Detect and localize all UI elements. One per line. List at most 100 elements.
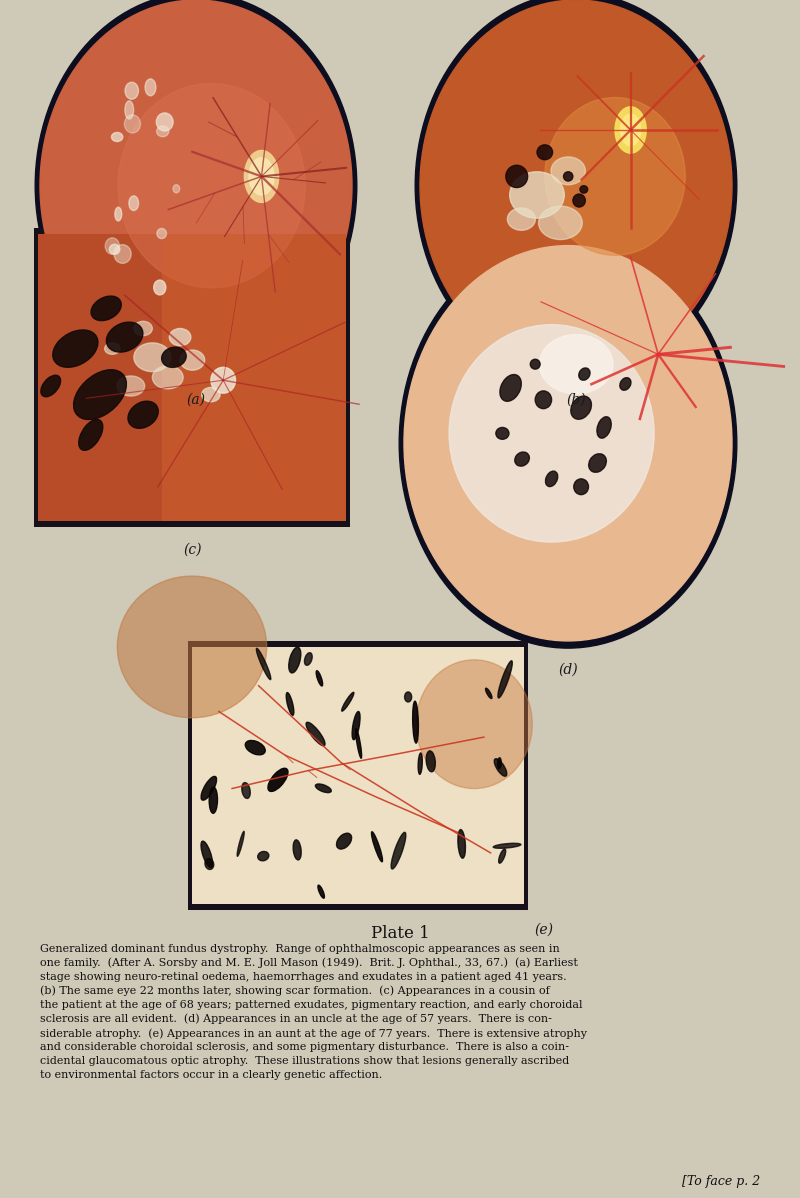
Ellipse shape bbox=[40, 0, 352, 371]
Ellipse shape bbox=[545, 97, 685, 255]
Ellipse shape bbox=[145, 79, 156, 96]
Ellipse shape bbox=[152, 365, 183, 389]
Ellipse shape bbox=[41, 375, 61, 397]
Ellipse shape bbox=[620, 377, 631, 391]
Bar bbox=[192, 647, 524, 904]
Ellipse shape bbox=[498, 661, 512, 698]
Ellipse shape bbox=[117, 376, 145, 397]
Bar bbox=[38, 234, 346, 521]
Ellipse shape bbox=[180, 350, 205, 370]
Ellipse shape bbox=[173, 184, 180, 193]
Ellipse shape bbox=[124, 115, 141, 133]
Ellipse shape bbox=[538, 206, 582, 240]
Ellipse shape bbox=[494, 843, 521, 848]
Ellipse shape bbox=[74, 370, 126, 419]
Ellipse shape bbox=[53, 329, 98, 368]
Ellipse shape bbox=[125, 83, 138, 99]
Text: (a): (a) bbox=[186, 393, 206, 407]
Ellipse shape bbox=[293, 840, 302, 860]
Ellipse shape bbox=[78, 419, 102, 450]
Ellipse shape bbox=[580, 186, 588, 193]
Ellipse shape bbox=[125, 101, 134, 119]
Ellipse shape bbox=[105, 343, 120, 355]
Ellipse shape bbox=[537, 145, 553, 159]
Ellipse shape bbox=[597, 417, 611, 438]
Ellipse shape bbox=[498, 758, 502, 769]
Ellipse shape bbox=[110, 244, 120, 254]
Ellipse shape bbox=[305, 653, 312, 665]
Ellipse shape bbox=[157, 229, 166, 238]
Ellipse shape bbox=[209, 787, 218, 813]
Ellipse shape bbox=[315, 783, 331, 793]
Ellipse shape bbox=[244, 151, 278, 202]
Ellipse shape bbox=[570, 397, 591, 419]
Text: [To face p. 2: [To face p. 2 bbox=[682, 1175, 760, 1188]
Ellipse shape bbox=[249, 158, 274, 195]
Ellipse shape bbox=[546, 471, 558, 486]
Ellipse shape bbox=[306, 722, 325, 746]
Ellipse shape bbox=[615, 107, 646, 153]
Ellipse shape bbox=[404, 246, 732, 641]
Ellipse shape bbox=[318, 885, 325, 898]
Ellipse shape bbox=[162, 347, 186, 368]
Ellipse shape bbox=[91, 296, 122, 321]
Ellipse shape bbox=[129, 195, 138, 211]
Ellipse shape bbox=[154, 280, 166, 295]
Bar bbox=[188, 641, 528, 910]
Ellipse shape bbox=[211, 368, 235, 393]
Ellipse shape bbox=[416, 660, 532, 788]
Ellipse shape bbox=[498, 849, 506, 864]
Ellipse shape bbox=[156, 113, 173, 131]
Text: (c): (c) bbox=[183, 543, 202, 557]
Ellipse shape bbox=[496, 428, 509, 440]
Ellipse shape bbox=[114, 244, 131, 264]
Ellipse shape bbox=[578, 368, 590, 380]
Ellipse shape bbox=[157, 126, 169, 137]
Ellipse shape bbox=[507, 208, 535, 230]
Ellipse shape bbox=[510, 171, 564, 218]
Ellipse shape bbox=[118, 576, 266, 718]
Ellipse shape bbox=[115, 207, 122, 220]
Ellipse shape bbox=[105, 237, 119, 254]
Ellipse shape bbox=[256, 648, 271, 679]
Ellipse shape bbox=[539, 334, 613, 394]
Ellipse shape bbox=[458, 829, 466, 858]
Ellipse shape bbox=[535, 391, 552, 409]
Text: Plate 1: Plate 1 bbox=[370, 925, 430, 942]
Ellipse shape bbox=[242, 782, 250, 798]
Ellipse shape bbox=[170, 328, 191, 346]
Ellipse shape bbox=[134, 343, 171, 371]
Ellipse shape bbox=[494, 758, 507, 776]
Ellipse shape bbox=[506, 165, 528, 188]
Ellipse shape bbox=[573, 194, 586, 207]
Ellipse shape bbox=[574, 479, 589, 495]
Text: (d): (d) bbox=[558, 662, 578, 677]
Ellipse shape bbox=[268, 768, 288, 792]
Ellipse shape bbox=[391, 833, 406, 869]
Ellipse shape bbox=[371, 831, 382, 861]
Bar bbox=[162, 234, 346, 521]
Ellipse shape bbox=[352, 712, 360, 739]
Ellipse shape bbox=[413, 701, 418, 743]
Ellipse shape bbox=[514, 452, 530, 466]
Ellipse shape bbox=[258, 852, 269, 861]
Ellipse shape bbox=[201, 776, 217, 800]
Ellipse shape bbox=[486, 688, 492, 698]
Ellipse shape bbox=[589, 454, 606, 472]
Ellipse shape bbox=[621, 114, 641, 146]
Ellipse shape bbox=[449, 325, 654, 541]
Ellipse shape bbox=[111, 133, 122, 141]
Ellipse shape bbox=[128, 401, 158, 429]
Ellipse shape bbox=[399, 238, 737, 648]
Ellipse shape bbox=[106, 322, 143, 352]
Ellipse shape bbox=[205, 859, 214, 870]
Ellipse shape bbox=[342, 692, 354, 712]
Ellipse shape bbox=[316, 671, 322, 686]
Ellipse shape bbox=[356, 728, 362, 758]
Ellipse shape bbox=[201, 841, 213, 867]
Ellipse shape bbox=[337, 833, 352, 849]
Ellipse shape bbox=[426, 751, 435, 772]
Ellipse shape bbox=[551, 157, 586, 184]
Ellipse shape bbox=[118, 84, 306, 288]
Ellipse shape bbox=[35, 0, 357, 379]
